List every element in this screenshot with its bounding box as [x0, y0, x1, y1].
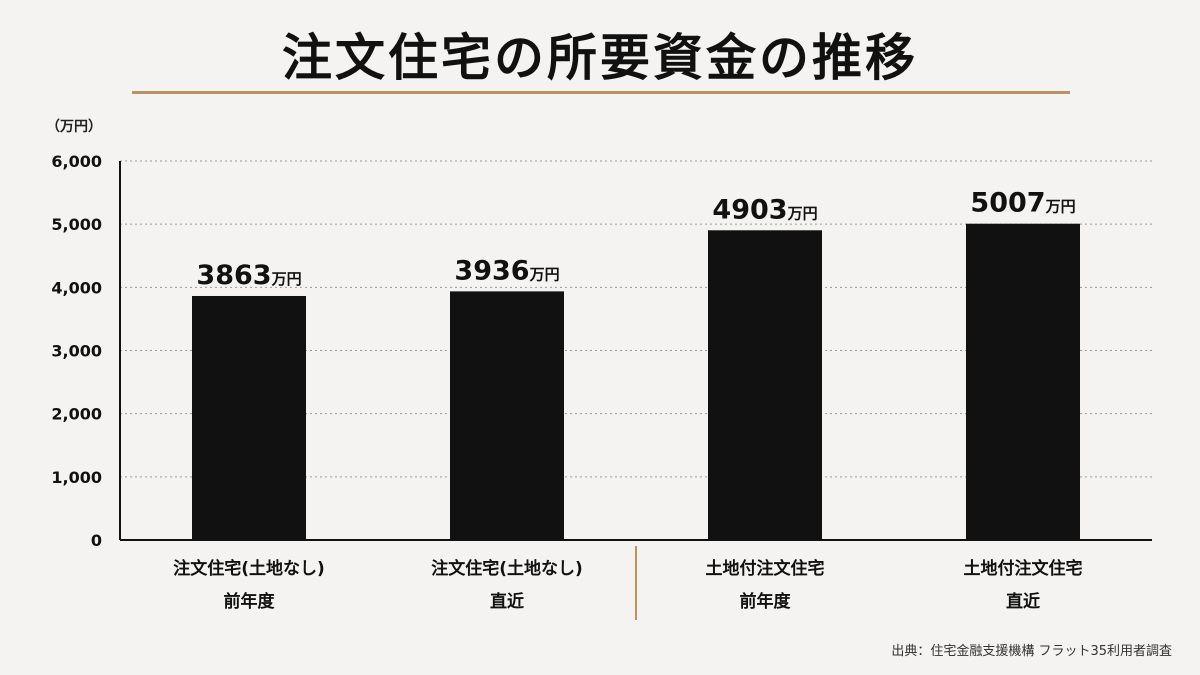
source-note: 出典：住宅金融支援機構 フラット35利用者調査 [891, 644, 1172, 659]
bar-value-label: 4903万円 [712, 194, 817, 225]
x-category-label: 直近 [490, 591, 524, 612]
y-axis-unit-label: （万円） [46, 119, 102, 135]
bar [966, 223, 1080, 541]
bar-value-label: 5007万円 [970, 188, 1075, 219]
bar [708, 230, 822, 541]
x-category-label: 土地付注文住宅 [706, 558, 825, 579]
y-tick-label: 1,000 [51, 468, 102, 487]
bar [450, 291, 564, 540]
x-category-label: 直近 [1006, 591, 1040, 612]
x-category-label: 注文住宅(土地なし) [431, 558, 583, 579]
x-category-label: 前年度 [224, 591, 276, 612]
y-tick-label: 5,000 [51, 215, 102, 234]
y-tick-label: 3,000 [51, 342, 102, 361]
chart-title: 注文住宅の所要資金の推移 [282, 29, 918, 87]
y-tick-label: 6,000 [51, 152, 102, 171]
bar-value-label: 3863万円 [196, 260, 301, 291]
x-category-label: 注文住宅(土地なし) [173, 558, 325, 579]
labels: 0 1,000 2,000 3,000 4,000 5,000 6,000 3863万円注文住… [51, 152, 1082, 612]
title-underline [132, 91, 1070, 94]
y-tick-label: 4,000 [51, 278, 102, 297]
y-tick-label: 0 [91, 531, 102, 550]
x-category-label: 土地付注文住宅 [964, 558, 1083, 579]
bars [192, 223, 1080, 541]
bar-value-label: 3936万円 [454, 255, 559, 286]
y-tick-label: 2,000 [51, 405, 102, 424]
x-category-label: 前年度 [740, 591, 792, 612]
bar [192, 295, 306, 540]
